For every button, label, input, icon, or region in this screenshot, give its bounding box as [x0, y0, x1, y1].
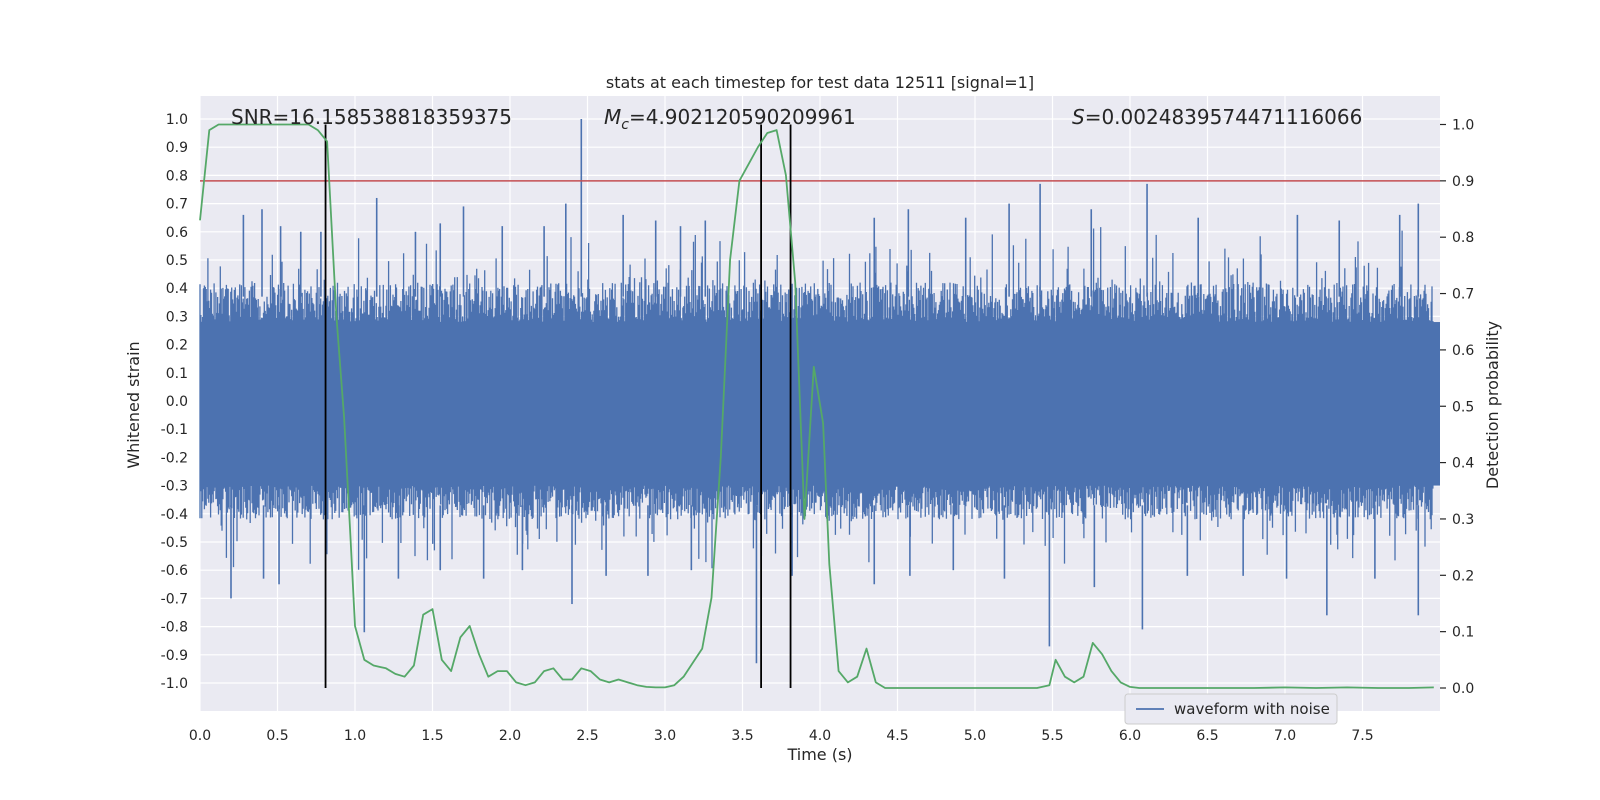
left-y-tick-label: 0.7 [166, 197, 188, 213]
right-y-tick-label: 1.0 [1452, 118, 1474, 134]
left-y-tick-label: -0.9 [161, 648, 188, 664]
right-y-axis-label: Detection probability [1483, 321, 1502, 489]
x-tick-label: 5.0 [964, 728, 986, 744]
s-value: =0.0024839574471116066 [1085, 105, 1363, 129]
x-tick-label: 1.0 [344, 728, 366, 744]
left-y-tick-label: -0.8 [161, 620, 188, 636]
x-tick-label: 0.5 [266, 728, 288, 744]
legend: waveform with noise [1124, 693, 1338, 725]
left-y-tick-label: 0.8 [166, 168, 188, 184]
x-tick-label: 4.0 [809, 728, 831, 744]
right-y-tick-label: 0.8 [1452, 230, 1474, 246]
overlay-lines [200, 124, 1440, 688]
left-y-tick-label: 0.1 [166, 366, 188, 382]
x-tick-label: 7.5 [1351, 728, 1373, 744]
x-tick-label: 0.0 [189, 728, 211, 744]
right-y-tick-label: 0.1 [1452, 625, 1474, 641]
x-tick-label: 2.5 [576, 728, 598, 744]
left-y-axis-ticks: 1.0 0.9 0.8 0.7 0.6 0.5 0.4 0.3 0.2 0.1 0.0 -0.1 -0.… [161, 112, 188, 692]
left-y-tick-label: 0.2 [166, 338, 188, 354]
right-y-tick-label: 0.6 [1452, 343, 1474, 359]
chirp-mass-annotation: Mc=4.902120590209961 [604, 105, 856, 133]
right-y-tick-label: 0.4 [1452, 456, 1474, 472]
left-y-tick-label: -0.5 [161, 535, 188, 551]
snr-annotation: SNR=16.158538818359375 [231, 105, 512, 129]
left-y-tick-label: -0.7 [161, 591, 188, 607]
left-y-tick-label: -0.1 [161, 422, 188, 438]
x-tick-label: 6.5 [1196, 728, 1218, 744]
left-y-tick-label: -0.6 [161, 563, 188, 579]
s-annotation: S=0.0024839574471116066 [1072, 105, 1362, 129]
x-tick-label: 7.0 [1274, 728, 1296, 744]
left-y-tick-label: -0.4 [161, 507, 188, 523]
x-tick-label: 5.5 [1041, 728, 1063, 744]
x-tick-label: 3.0 [654, 728, 676, 744]
left-y-tick-label: -0.3 [161, 479, 188, 495]
x-tick-label: 1.5 [421, 728, 443, 744]
right-y-tick-label: 0.9 [1452, 174, 1474, 190]
right-y-tick-label: 0.2 [1452, 568, 1474, 584]
left-y-tick-label: 0.6 [166, 225, 188, 241]
left-y-tick-label: 0.4 [166, 281, 188, 297]
x-tick-label: 3.5 [731, 728, 753, 744]
s-symbol: S [1072, 105, 1085, 129]
chirp-mass-symbol: M [604, 105, 621, 129]
left-y-tick-label: 0.0 [166, 394, 188, 410]
right-y-tick-label: 0.7 [1452, 287, 1474, 303]
right-y-tick-label: 0.3 [1452, 512, 1474, 528]
left-y-tick-label: 0.3 [166, 309, 188, 325]
x-axis-ticks: 0.0 0.5 1.0 1.5 2.0 2.5 3.0 3.5 4.0 4.5 5.0 5.5 6.0 6… [189, 728, 1374, 744]
legend-box [1124, 693, 1338, 725]
right-y-axis-ticks: 1.0 0.9 0.8 0.7 0.6 0.5 0.4 0.3 0.2 0.1 0.0 [1440, 118, 1474, 697]
chirp-mass-value: =4.902120590209961 [629, 105, 856, 129]
x-tick-label: 4.5 [886, 728, 908, 744]
x-tick-label: 6.0 [1119, 728, 1141, 744]
left-y-tick-label: 1.0 [166, 112, 188, 128]
right-y-tick-label: 0.0 [1452, 681, 1474, 697]
detection-probability-series [199, 123, 1434, 689]
left-y-axis-label: Whitened strain [124, 341, 143, 468]
left-y-tick-label: 0.5 [166, 253, 188, 269]
left-y-tick-label: -0.2 [161, 450, 188, 466]
left-y-tick-label: 0.9 [166, 140, 188, 156]
waveform-series [199, 119, 1440, 664]
chart-title: stats at each timestep for test data 125… [606, 73, 1034, 92]
x-axis-label: Time (s) [786, 745, 852, 764]
detection-probability-line [199, 123, 1434, 689]
left-y-tick-label: -1.0 [161, 676, 188, 692]
x-tick-label: 2.0 [499, 728, 521, 744]
chirp-mass-subscript: c [621, 117, 629, 133]
waveform-noise [199, 227, 1434, 570]
legend-label: waveform with noise [1174, 700, 1330, 718]
right-y-tick-label: 0.5 [1452, 399, 1474, 415]
